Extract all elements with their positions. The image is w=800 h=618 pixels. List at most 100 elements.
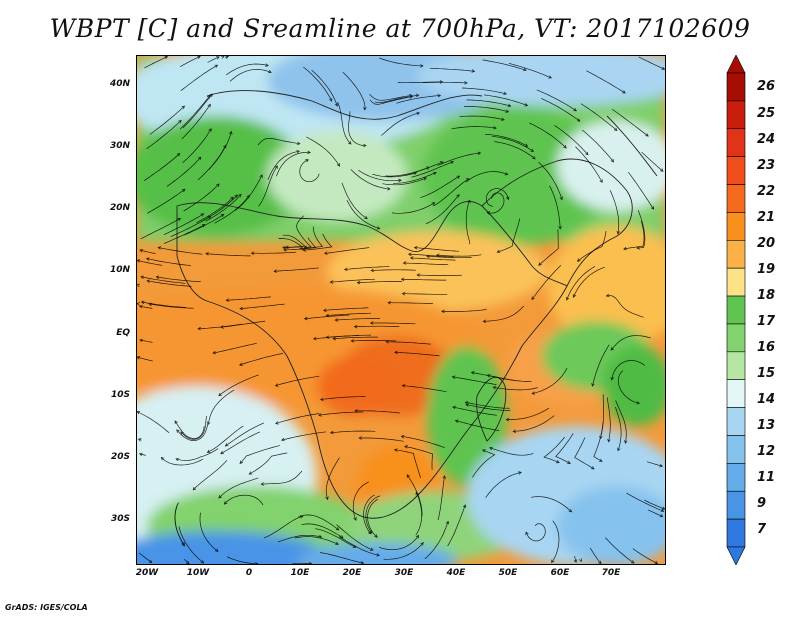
streamline-arrowhead (565, 296, 570, 301)
streamline (388, 302, 433, 304)
streamline (146, 120, 182, 150)
lon-label-20e: 20E (342, 568, 362, 578)
streamline-arrowhead (265, 63, 269, 67)
streamline-arrowhead (599, 435, 603, 440)
streamline (484, 94, 528, 106)
streamline-arrowhead (387, 300, 391, 305)
streamline (261, 470, 303, 485)
streamline-arrowhead (610, 158, 615, 163)
colorbar-segment (726, 518, 746, 548)
lon-label-10w: 10W (186, 568, 210, 578)
streamline (577, 230, 607, 262)
streamline (580, 103, 618, 131)
streamline (318, 411, 364, 416)
streamline (541, 98, 581, 122)
streamline (465, 171, 508, 183)
streamline (485, 471, 522, 498)
streamline (581, 129, 614, 163)
streamline (573, 266, 605, 298)
streamline (235, 174, 263, 211)
streamline (424, 521, 449, 560)
streamline (538, 229, 559, 266)
streamline-arrowhead (505, 109, 510, 113)
streamline (226, 556, 258, 564)
streamline-arrowhead (307, 150, 311, 155)
wbpt-field-map (137, 56, 665, 564)
colorbar-segment (726, 267, 746, 297)
streamline (149, 105, 185, 135)
streamline-arrowhead (493, 126, 497, 130)
streamline-arrowhead (578, 558, 583, 563)
streamline (525, 523, 546, 542)
streamline-arrowhead (160, 457, 165, 461)
streamline-arrowhead (568, 508, 573, 513)
streamline (300, 226, 324, 249)
streamline-arrowhead (661, 66, 665, 70)
streamline-arrowhead (335, 527, 340, 531)
streamline (299, 159, 320, 183)
streamline (385, 166, 430, 177)
streamline-arrowhead (406, 474, 410, 478)
asia-coast (606, 115, 658, 177)
streamline-arrowhead (329, 430, 334, 435)
streamline (192, 460, 228, 491)
streamline (367, 498, 379, 538)
streamline-arrowhead (303, 316, 308, 321)
streamline-arrowhead (323, 251, 328, 255)
streamline (437, 475, 445, 521)
streamline (592, 344, 610, 387)
streamline-arrowhead (139, 338, 143, 343)
streamline (224, 494, 264, 506)
streamline-arrowhead (220, 56, 225, 59)
streamline-arrowhead (530, 148, 535, 152)
streamline (336, 524, 374, 551)
streamline (139, 339, 153, 343)
streamline (370, 322, 416, 325)
streamline-arrowhead (358, 436, 362, 440)
streamline (292, 562, 312, 564)
streamline-arrowhead (623, 246, 627, 251)
streamline-arrowhead (369, 321, 374, 325)
lon-label-40e: 40E (446, 568, 466, 578)
streamline (612, 109, 649, 137)
streamline (606, 397, 611, 442)
streamline (441, 309, 487, 312)
colorbar-label-9: 9 (757, 496, 767, 511)
streamline (415, 492, 423, 536)
streamline-arrowhead (303, 245, 308, 249)
streamline-arrowhead (441, 309, 445, 314)
streamline (381, 112, 420, 136)
streamline (465, 401, 510, 409)
streamline (363, 494, 375, 535)
streamline (180, 64, 218, 91)
streamline-arrowhead (137, 259, 141, 263)
colorbar-segment (726, 435, 746, 464)
streamline-arrowhead (146, 279, 151, 283)
streamline-arrowhead (660, 168, 664, 172)
streamline-arrowhead (148, 559, 153, 564)
streamline (137, 356, 153, 362)
streamline (164, 224, 206, 244)
streamline-arrowhead (501, 117, 505, 121)
streamline-arrowhead (225, 298, 230, 302)
streamline (179, 95, 211, 130)
streamline-arrowhead (218, 495, 222, 499)
streamline-arrowhead (610, 376, 614, 381)
streamline-arrowhead (374, 534, 378, 538)
lon-label-50e: 50E (498, 568, 518, 578)
streamline (403, 262, 449, 266)
streamline (452, 406, 497, 416)
streamline (342, 71, 366, 110)
streamline (531, 496, 572, 513)
streamline-arrowhead (207, 103, 211, 108)
streamline (166, 156, 202, 187)
streamline (451, 126, 497, 130)
streamline-arrowhead (178, 119, 182, 124)
streamline (175, 448, 219, 461)
colorbar-arrow-bottom (726, 546, 746, 565)
streamline-arrowhead (394, 350, 398, 355)
streamline-arrowhead (496, 249, 501, 254)
footer-credit: GrADS: IGES/COLA (5, 603, 88, 612)
streamline (489, 447, 534, 456)
streamline (394, 449, 421, 479)
